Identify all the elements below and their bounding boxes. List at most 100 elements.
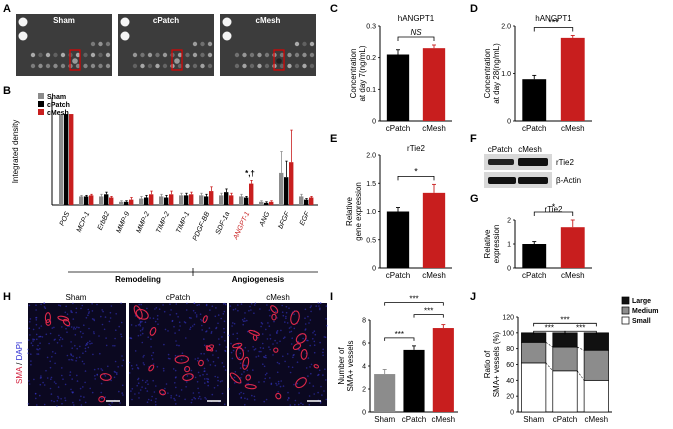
y-tick-label: 8 xyxy=(362,318,366,325)
dapi-nucleus xyxy=(253,399,256,401)
dapi-nucleus xyxy=(257,355,260,357)
dapi-nucleus xyxy=(41,336,44,338)
blot-dot xyxy=(140,52,145,58)
dapi-nucleus xyxy=(242,323,244,326)
dapi-nucleus xyxy=(264,373,267,376)
bar xyxy=(309,197,314,205)
dapi-nucleus xyxy=(263,365,266,368)
dapi-nucleus xyxy=(250,309,252,311)
dapi-nucleus xyxy=(285,311,288,314)
dapi-nucleus xyxy=(287,391,289,394)
x-tick-label: Sham xyxy=(523,415,544,424)
dapi-nucleus xyxy=(241,373,243,376)
blot-band-actin-cpatch xyxy=(488,177,516,184)
dapi-nucleus xyxy=(152,351,155,354)
sma-vessel xyxy=(229,372,242,384)
dapi-nucleus xyxy=(185,337,187,339)
dapi-nucleus xyxy=(169,358,171,360)
dapi-nucleus xyxy=(154,308,156,310)
dapi-nucleus xyxy=(170,397,172,399)
dapi-nucleus xyxy=(312,338,314,340)
dapi-nucleus xyxy=(128,361,131,364)
dapi-nucleus xyxy=(164,387,166,390)
dapi-nucleus xyxy=(286,322,289,324)
dapi-nucleus xyxy=(302,403,304,406)
dapi-nucleus xyxy=(30,364,32,366)
dapi-nucleus xyxy=(108,320,111,323)
sma-vessel xyxy=(295,377,307,389)
dapi-nucleus xyxy=(268,346,270,348)
dapi-nucleus xyxy=(211,305,214,308)
dapi-nucleus xyxy=(141,386,143,388)
dapi-nucleus xyxy=(247,350,250,352)
dapi-nucleus xyxy=(155,404,157,406)
dapi-nucleus xyxy=(280,380,283,382)
blot-band-rtie2-cpatch xyxy=(488,159,514,165)
dapi-nucleus xyxy=(204,382,206,384)
dapi-nucleus xyxy=(265,398,268,401)
dapi-nucleus xyxy=(282,314,285,317)
micrograph-bg-0 xyxy=(28,303,126,406)
dapi-nucleus xyxy=(79,330,82,333)
dapi-nucleus xyxy=(53,400,55,403)
dapi-nucleus xyxy=(195,314,198,316)
dapi-nucleus xyxy=(222,313,225,315)
dapi-nucleus xyxy=(62,378,64,381)
dapi-nucleus xyxy=(165,383,168,385)
sma-vessel xyxy=(273,347,279,353)
dapi-nucleus xyxy=(85,344,87,347)
panel-letter-g: G xyxy=(470,193,479,205)
dapi-nucleus xyxy=(294,399,297,402)
dapi-nucleus xyxy=(64,311,67,314)
bar xyxy=(189,194,194,205)
dapi-nucleus xyxy=(59,336,62,339)
sig-label: * xyxy=(552,202,556,212)
dapi-nucleus xyxy=(49,332,52,335)
dapi-nucleus xyxy=(325,398,328,401)
sig-bracket xyxy=(384,302,444,306)
dapi-nucleus xyxy=(146,307,148,310)
dapi-nucleus xyxy=(94,378,96,380)
sma-vessel xyxy=(98,396,106,403)
sig-bracket xyxy=(397,175,435,181)
dapi-nucleus xyxy=(89,387,91,390)
dapi-nucleus xyxy=(139,330,142,332)
dapi-nucleus xyxy=(309,306,312,309)
bar xyxy=(239,196,244,205)
dapi-nucleus xyxy=(76,374,78,377)
legend-label: Large xyxy=(632,298,651,305)
sma-vessel xyxy=(202,315,208,323)
dapi-nucleus xyxy=(87,341,89,344)
dapi-nucleus xyxy=(272,343,274,345)
dapi-nucleus xyxy=(234,371,237,373)
dapi-nucleus xyxy=(75,307,78,310)
dapi-nucleus xyxy=(142,327,144,329)
dapi-nucleus xyxy=(189,328,191,331)
dapi-nucleus xyxy=(99,352,101,355)
dapi-nucleus xyxy=(152,379,154,382)
dapi-nucleus xyxy=(269,377,271,379)
dapi-nucleus xyxy=(175,376,177,378)
dapi-nucleus xyxy=(82,352,84,355)
blot-ref-dot xyxy=(222,31,232,41)
dapi-nucleus xyxy=(284,360,286,363)
panel-d-chart: 0 1.0 2.0 hANGPT1 Concentration at day 28(ng/… xyxy=(483,14,592,133)
dapi-nucleus xyxy=(287,399,289,401)
dapi-nucleus xyxy=(236,332,238,335)
dapi-nucleus xyxy=(162,392,165,395)
dapi-nucleus xyxy=(282,337,285,340)
dapi-nucleus xyxy=(251,394,253,397)
blot-dot xyxy=(302,52,307,58)
sma-vessel xyxy=(159,389,166,396)
dapi-nucleus xyxy=(120,333,122,336)
dapi-nucleus xyxy=(28,383,31,385)
sig-bracket xyxy=(413,314,444,318)
dapi-nucleus xyxy=(206,358,209,361)
bar xyxy=(522,79,547,121)
dapi-nucleus xyxy=(317,391,319,394)
dapi-nucleus xyxy=(215,350,217,352)
dapi-nucleus xyxy=(178,329,180,331)
dapi-nucleus xyxy=(322,354,324,357)
dapi-nucleus xyxy=(153,391,156,393)
dapi-nucleus xyxy=(326,324,328,327)
